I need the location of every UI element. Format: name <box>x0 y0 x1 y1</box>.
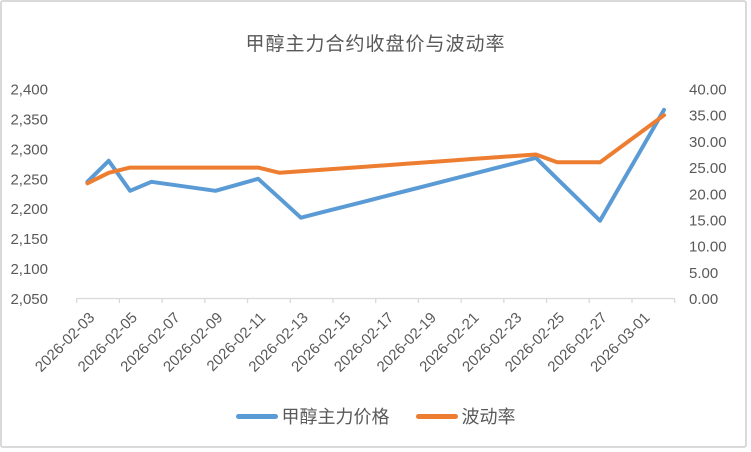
y-axis-right-label: 0.00 <box>689 291 718 308</box>
y-axis-left-label: 2,400 <box>10 82 48 99</box>
chart-legend: 甲醇主力价格 波动率 <box>0 403 751 429</box>
y-axis-right-label: 25.00 <box>689 160 727 177</box>
y-axis-left-label: 2,300 <box>10 141 48 158</box>
y-axis-right-label: 10.00 <box>689 239 727 256</box>
y-axis-left-label: 2,200 <box>10 201 48 218</box>
legend-label-volatility: 波动率 <box>461 407 516 427</box>
y-axis-left-label: 2,050 <box>10 291 48 308</box>
chart-title: 甲醇主力合约收盘价与波动率 <box>245 34 506 55</box>
y-axis-left-label: 2,100 <box>10 261 48 278</box>
y-axis-right-label: 40.00 <box>689 82 727 99</box>
price-line <box>85 107 666 223</box>
legend-item-volatility: 波动率 <box>415 403 516 429</box>
y-axis-right-label: 5.00 <box>689 265 718 282</box>
y-axis-right-label: 20.00 <box>689 186 727 203</box>
y-axis-right-label: 30.00 <box>689 134 727 151</box>
legend-item-price: 甲醇主力价格 <box>235 403 390 429</box>
y-axis-right-label: 35.00 <box>689 108 727 125</box>
legend-label-price: 甲醇主力价格 <box>281 407 390 427</box>
y-axis-right-label: 15.00 <box>689 212 727 229</box>
volatility-line <box>85 113 666 186</box>
y-axis-left-label: 2,350 <box>10 111 48 128</box>
volatility-line-swatch <box>415 413 458 419</box>
y-axis-left-label: 2,250 <box>10 171 48 188</box>
price-line-swatch <box>235 413 278 419</box>
y-axis-left-label: 2,150 <box>10 231 48 248</box>
